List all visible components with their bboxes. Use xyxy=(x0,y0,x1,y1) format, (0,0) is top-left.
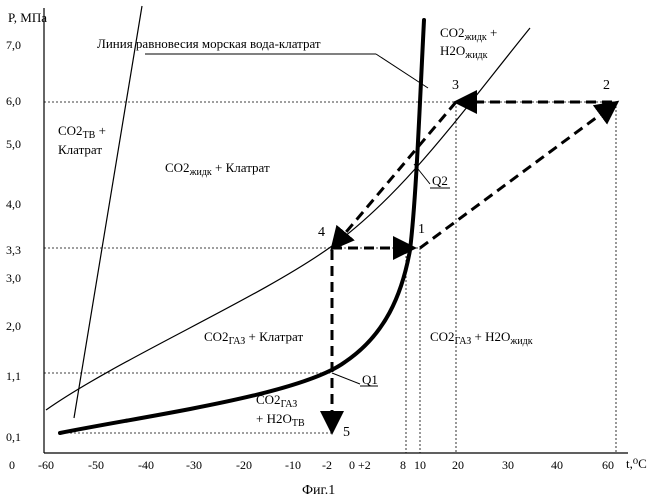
phase-boundaries xyxy=(46,6,530,418)
y-tick-labels: 7,0 6,0 5,0 4,0 3,3 3,0 2,0 1,1 0,1 xyxy=(6,38,21,444)
x-tick-label: 8 xyxy=(400,458,406,472)
curve-label: Линия равновесия морская вода-клатрат xyxy=(97,36,321,51)
y-tick-label: 4,0 xyxy=(6,197,21,211)
point-label-1: 1 xyxy=(418,222,425,237)
x-tick-label: 30 xyxy=(502,458,514,472)
y-tick-label: 1,1 xyxy=(6,369,21,383)
y-tick-label: 7,0 xyxy=(6,38,21,52)
region-co2-gas-h2o-solid-line2: + H2OТВ xyxy=(256,411,305,429)
point-label-3: 3 xyxy=(452,78,459,93)
x-tick-label: -30 xyxy=(186,458,202,472)
solid-co2-boundary xyxy=(74,6,142,418)
region-co2-liquid-h2o-liquid-line2: H2Oжидк xyxy=(440,43,488,61)
x-tick-label: -20 xyxy=(236,458,252,472)
x-tick-label: 0 +2 xyxy=(349,458,371,472)
y-axis-title: P, МПа xyxy=(8,10,47,25)
q1-label: Q1 xyxy=(362,372,378,387)
region-co2-gas-h2o-liquid: CO2ГАЗ + H2Oжидк xyxy=(430,329,533,347)
x-tick-label: -60 xyxy=(38,458,54,472)
region-co2-gas-h2o-solid: CO2ГАЗ xyxy=(256,392,297,410)
x-tick-label: -40 xyxy=(138,458,154,472)
x-tick-labels: 0 -60 -50 -40 -30 -20 -10 -2 0 +2 8 10 2… xyxy=(9,458,614,472)
y-tick-label: 3,3 xyxy=(6,243,21,257)
guide-lines xyxy=(44,102,616,453)
y-tick-label: 2,0 xyxy=(6,319,21,333)
region-co2-liquid-h2o-liquid: CO2жидк + xyxy=(440,25,497,43)
x-tick-label: 10 xyxy=(414,458,426,472)
q1-leader xyxy=(332,373,360,384)
x-tick-label: 60 xyxy=(602,458,614,472)
x-origin-label: 0 xyxy=(9,458,15,472)
region-co2-solid-klatrat: CO2ТВ + xyxy=(58,123,106,141)
y-tick-label: 0,1 xyxy=(6,430,21,444)
x-tick-label: -50 xyxy=(88,458,104,472)
y-tick-label: 6,0 xyxy=(6,94,21,108)
point-label-5: 5 xyxy=(343,425,350,440)
point-label-2: 2 xyxy=(603,78,610,93)
point-label-4: 4 xyxy=(318,225,325,240)
q2-label: Q2 xyxy=(432,173,448,188)
path-segment-1-2 xyxy=(420,106,612,248)
figure-caption: Фиг.1 xyxy=(302,483,335,498)
x-tick-label: -10 xyxy=(285,458,301,472)
y-tick-label: 3,0 xyxy=(6,271,21,285)
region-co2-solid-klatrat-line2: Клатрат xyxy=(58,142,102,157)
x-tick-label: -2 xyxy=(322,458,332,472)
x-tick-label: 40 xyxy=(551,458,563,472)
y-tick-label: 5,0 xyxy=(6,137,21,151)
region-co2-gas-klatrat: CO2ГАЗ + Клатрат xyxy=(204,329,303,347)
region-co2-liquid-klatrat: CO2жидк + Клатрат xyxy=(165,160,270,178)
x-tick-label: 20 xyxy=(452,458,464,472)
x-axis-title: t,⁰C xyxy=(626,456,647,471)
